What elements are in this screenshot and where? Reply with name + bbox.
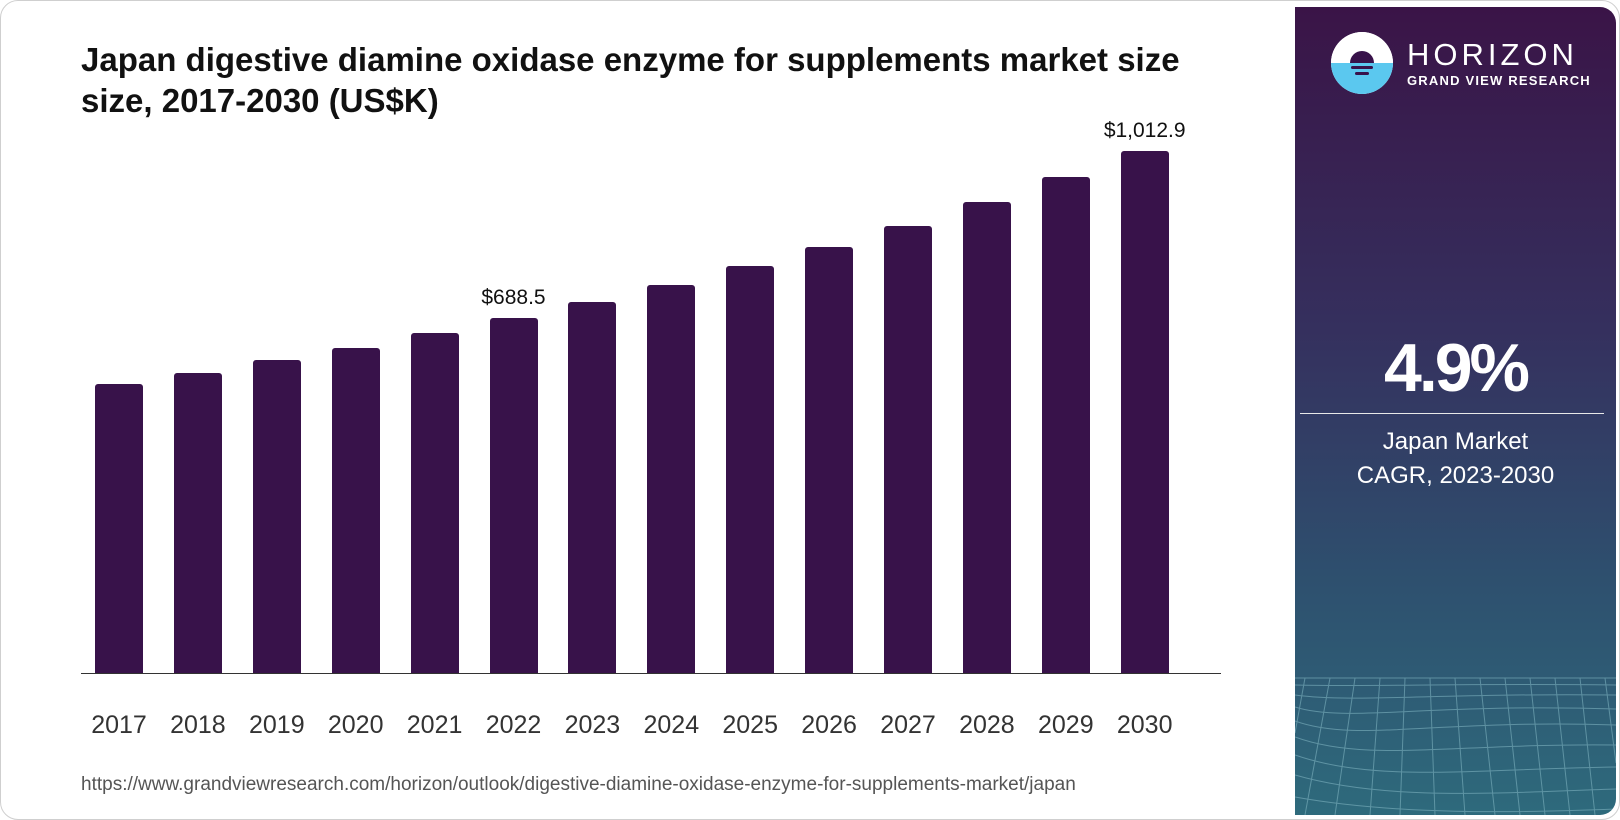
brand-name: HORIZON: [1407, 36, 1578, 72]
x-tick-label: 2027: [880, 711, 936, 739]
x-axis-line: [81, 673, 1221, 674]
x-tick-label: 2028: [959, 711, 1015, 739]
bar-2018: [173, 372, 222, 673]
bar-2029: [1041, 176, 1090, 673]
bar-2030: [1120, 151, 1169, 673]
bar-2028: [962, 201, 1011, 673]
bar-2027: [884, 225, 932, 673]
x-tick-label: 2020: [327, 711, 384, 739]
x-tick-label: 2030: [1116, 711, 1173, 739]
bar-chart: 2017 2018 2019 2020 2021 2022 $688.5 2023 2024 20…: [81, 119, 1221, 739]
source-url[interactable]: https://www.grandviewresearch.com/horizo…: [81, 774, 1076, 795]
bar-2022: [489, 318, 538, 673]
value-label: $688.5: [481, 286, 546, 310]
value-label: $1,012.9: [1103, 119, 1186, 142]
x-tick-label: 2023: [564, 711, 621, 739]
mesh-wave-graphic: [1295, 677, 1616, 815]
x-tick-label: 2022: [485, 711, 542, 739]
sidebar-panel: HORIZON GRAND VIEW RESEARCH 4.9% Japan M…: [1295, 7, 1616, 815]
chart-title: Japan digestive diamine oxidase enzyme f…: [81, 41, 1180, 119]
bar-2017: [95, 383, 143, 673]
x-tick-label: 2018: [170, 711, 226, 739]
x-tick-label: 2019: [248, 711, 305, 739]
divider: [1300, 413, 1604, 414]
x-tick-label: 2029: [1037, 711, 1094, 739]
bar-2023: [568, 301, 617, 673]
x-tick-label: 2024: [643, 711, 700, 739]
x-tick-label: 2025: [722, 711, 778, 739]
cagr-label-line1: Japan Market: [1382, 428, 1529, 455]
brand-subtitle: GRAND VIEW RESEARCH: [1407, 72, 1591, 88]
sunrise-icon: [1331, 32, 1393, 94]
bar-2020: [331, 347, 380, 673]
x-tick-label: 2021: [406, 711, 463, 739]
cagr-value: 4.9%: [1384, 330, 1530, 406]
bar-2021: [410, 332, 459, 673]
bar-2024: [647, 284, 696, 673]
cagr-label-line2: CAGR, 2023-2030: [1356, 462, 1555, 489]
x-tick-label: 2017: [91, 711, 147, 739]
bar-2019: [252, 359, 301, 673]
cagr-label: Japan Market CAGR, 2023-2030: [1295, 425, 1616, 493]
horizon-logo: HORIZON GRAND VIEW RESEARCH: [1331, 32, 1591, 94]
bar-2026: [805, 246, 854, 673]
x-tick-label: 2026: [801, 711, 857, 739]
bar-2025: [726, 265, 775, 673]
